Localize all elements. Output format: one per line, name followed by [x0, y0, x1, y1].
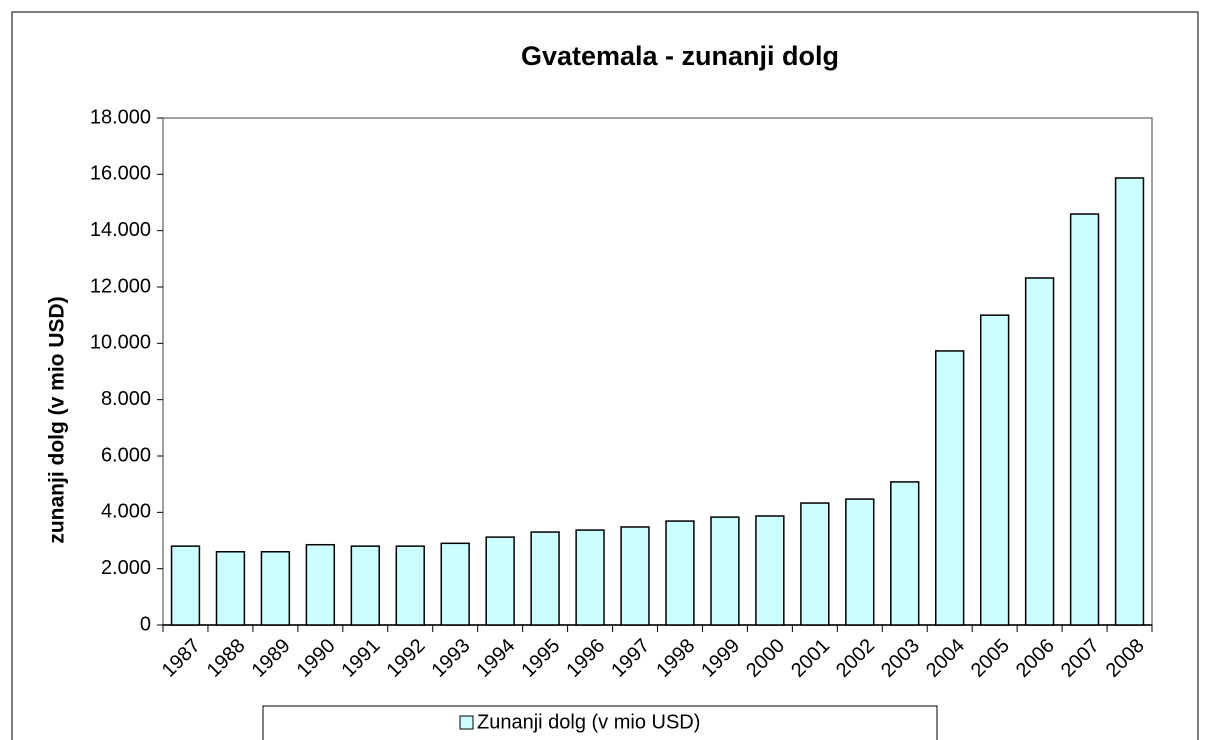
bar [1069, 213, 1100, 626]
y-tick-label: 6.000 [101, 444, 151, 466]
y-tick-label: 4.000 [101, 501, 151, 523]
y-tick-label: 14.000 [90, 219, 151, 241]
chart-title: Gvatemala - zunanji dolg [521, 41, 839, 71]
y-tick-label: 16.000 [90, 163, 151, 185]
bar [215, 551, 246, 626]
bar [979, 314, 1010, 626]
bar [890, 481, 920, 626]
y-tick-label: 12.000 [90, 275, 151, 297]
bar [305, 543, 336, 626]
y-axis-label: zunanji dolg (v mio USD) [46, 296, 69, 543]
y-tick-label: 18.000 [90, 106, 151, 128]
y-tick-label: 0 [140, 613, 151, 635]
bar [800, 502, 830, 626]
bar [350, 545, 380, 626]
legend-label: Zunanji dolg (v mio USD) [477, 711, 700, 733]
bar [170, 545, 201, 626]
y-tick-label: 10.000 [90, 332, 151, 354]
bar [710, 516, 740, 626]
bar [755, 515, 785, 626]
bar [935, 350, 965, 626]
bar [1114, 177, 1145, 626]
y-tick-label: 8.000 [101, 388, 151, 410]
bar [665, 520, 695, 626]
bar [260, 551, 291, 626]
y-tick-label: 2.000 [101, 557, 151, 579]
bar [485, 536, 515, 626]
chart-frame [11, 11, 1199, 740]
bar [575, 529, 605, 626]
bar [440, 542, 470, 626]
bar [1024, 277, 1055, 626]
bar [620, 526, 650, 626]
bar [530, 531, 560, 626]
legend-swatch [459, 715, 474, 730]
bar [845, 498, 875, 626]
bar [395, 545, 425, 626]
legend-box [262, 705, 938, 740]
